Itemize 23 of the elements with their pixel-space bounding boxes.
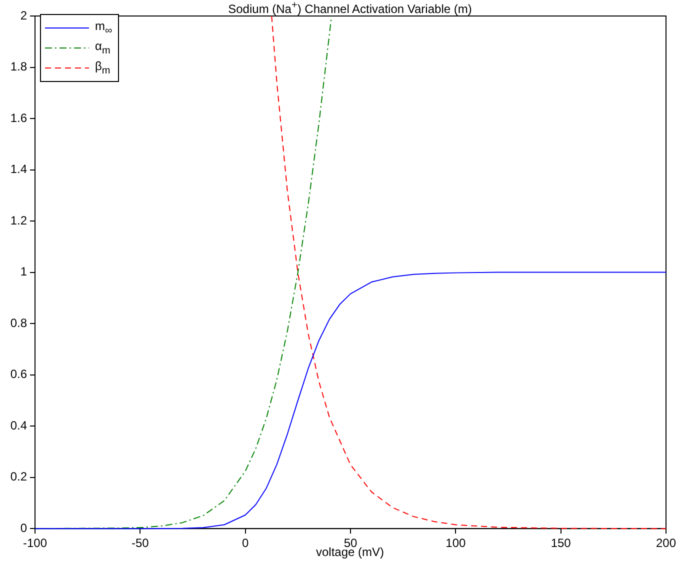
y-tick-label: 1.4 (10, 162, 28, 176)
y-tick-label: 0.8 (10, 316, 28, 330)
legend-label: m$_{∞}$ (95, 19, 112, 37)
x-tick-label: -100 (22, 536, 48, 550)
chart-title: Sodium (Na$^{+}$) Channel Activation Variable (m) (227, 0, 473, 16)
legend-label: β$_{m}$ (95, 59, 110, 77)
x-tick-label: 200 (656, 536, 676, 550)
legend-label: α$_{m}$ (95, 39, 110, 57)
x-tick-label: 150 (550, 536, 572, 550)
y-tick-label: 1 (20, 264, 28, 279)
y-tick-label: 1.6 (10, 110, 28, 125)
x-tick-label: 100 (446, 536, 466, 550)
y-tick-label: 2 (20, 8, 28, 22)
y-tick-label: 0.2 (10, 470, 28, 484)
x-tick-label: 0 (242, 536, 249, 550)
y-tick-label: 0 (20, 520, 28, 535)
y-tick-label: 1.2 (10, 213, 28, 228)
x-tick-label: 50 (344, 536, 358, 550)
y-tick-label: 0.6 (10, 367, 28, 382)
y-tick-label: 0.4 (10, 418, 28, 432)
y-tick-label: 1.8 (10, 60, 28, 74)
line-series (271, 16, 666, 530)
x-tick-label: -50 (131, 536, 150, 550)
